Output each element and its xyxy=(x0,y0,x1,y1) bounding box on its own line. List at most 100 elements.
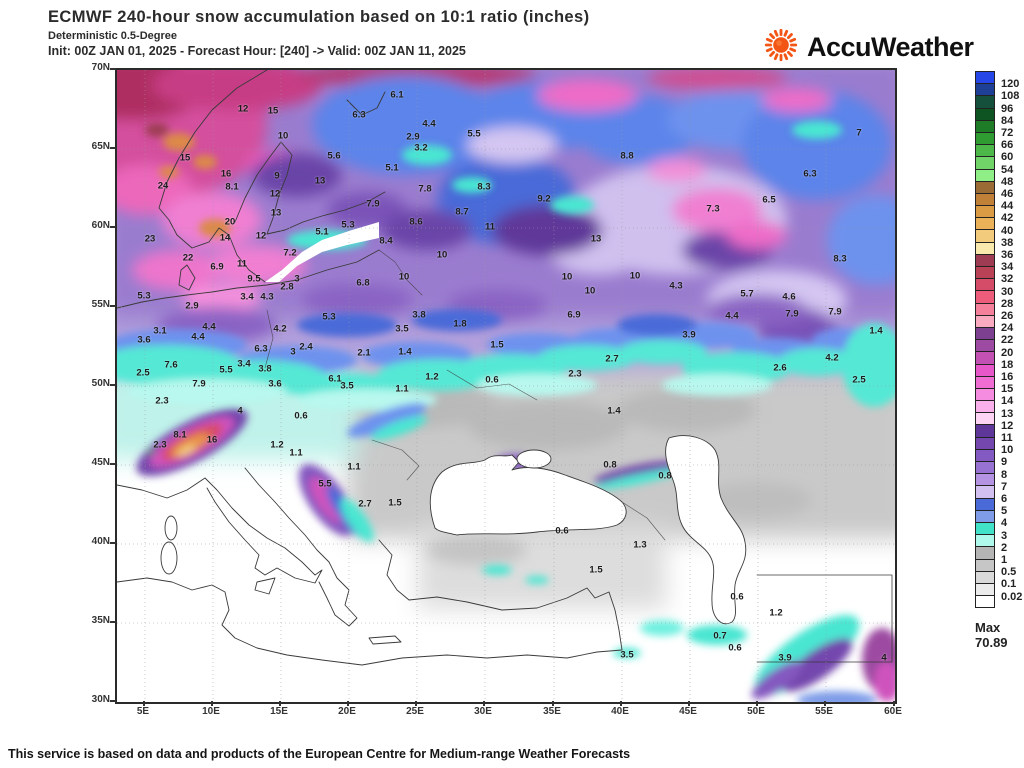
map-value-label: 1.8 xyxy=(453,318,467,330)
legend-cell-label: 38 xyxy=(1001,236,1014,249)
map-value-label: 7.9 xyxy=(366,198,380,210)
map-value-label: 2.8 xyxy=(280,281,294,293)
map-value-label: 4 xyxy=(881,652,887,664)
lat-tick-label: 45N xyxy=(91,457,110,468)
lat-tick-mark xyxy=(110,700,116,702)
legend-cell-label: 32 xyxy=(1001,273,1014,286)
lon-tick-label: 5E xyxy=(136,706,150,717)
legend-cell-label: 96 xyxy=(1001,102,1014,115)
map-value-label: 16 xyxy=(206,434,218,446)
map-value-label: 10 xyxy=(561,271,573,283)
map-value-label: 0.8 xyxy=(603,459,617,471)
map-value-label: 4.3 xyxy=(669,280,683,292)
map-value-label: 1.1 xyxy=(347,461,361,473)
map-value-label: 24 xyxy=(157,180,169,192)
lon-tick-label: 55E xyxy=(815,706,833,717)
lat-tick-label: 40N xyxy=(91,536,110,547)
map-value-label: 6.1 xyxy=(390,89,404,101)
legend-cell-label: 22 xyxy=(1001,334,1014,347)
map-value-label: 1.4 xyxy=(869,325,883,337)
accuweather-wordmark: AccuWeather xyxy=(807,32,974,62)
map-value-label: 2.6 xyxy=(773,362,787,374)
legend-cell-label: 20 xyxy=(1001,346,1014,359)
lat-tick-label: 35N xyxy=(91,615,110,626)
legend-max: Max 70.89 xyxy=(975,620,1008,651)
map-value-label: 8.6 xyxy=(409,216,423,228)
map-value-label: 3.9 xyxy=(682,329,696,341)
lon-tick-mark xyxy=(143,701,145,706)
lon-tick-mark xyxy=(688,701,690,706)
legend-cell-label: 108 xyxy=(1001,90,1020,103)
coastlines xyxy=(117,70,893,666)
legend-cell-label: 8 xyxy=(1001,468,1008,481)
legend-cell-label: 0.5 xyxy=(1001,566,1017,579)
legend-cell-label: 12 xyxy=(1001,419,1014,432)
map-value-label: 9.5 xyxy=(247,273,261,285)
map-value-label: 4.4 xyxy=(725,310,739,322)
lat-tick-label: 60N xyxy=(91,220,110,231)
map-value-label: 7.9 xyxy=(828,306,842,318)
map-value-label: 3.1 xyxy=(153,325,167,337)
map-value-label: 3.8 xyxy=(258,363,272,375)
sea-shapes xyxy=(117,222,747,672)
map-value-label: 5.5 xyxy=(318,478,332,490)
legend-cell-label: 16 xyxy=(1001,371,1014,383)
legend-cell-label: 2 xyxy=(1001,541,1008,554)
map-value-label: 10 xyxy=(436,249,448,261)
legend-cell-label: 7 xyxy=(1001,480,1008,493)
map-value-label: 3.5 xyxy=(620,649,634,661)
map-value-label: 1.4 xyxy=(398,346,412,358)
map-value-label: 1.5 xyxy=(490,339,504,351)
map-value-label: 1.5 xyxy=(388,497,402,509)
map-value-label: 3.8 xyxy=(412,309,426,321)
legend-cell-label: 40 xyxy=(1001,224,1014,237)
map-value-label: 5.3 xyxy=(341,219,355,231)
map-value-label: 3.4 xyxy=(237,358,251,370)
map-value-label: 3.4 xyxy=(240,291,254,303)
legend-cell-label: 0.1 xyxy=(1001,578,1017,591)
map-value-label: 4 xyxy=(237,405,243,417)
lon-tick-mark xyxy=(620,701,622,706)
lon-tick-mark xyxy=(211,701,213,706)
map-value-label: 3.2 xyxy=(414,142,428,154)
legend-cell-label: 15 xyxy=(1001,383,1014,396)
map-value-label: 2.7 xyxy=(358,498,372,510)
map-value-label: 12 xyxy=(269,188,281,200)
lon-tick-mark xyxy=(552,701,554,706)
graticule xyxy=(117,70,895,702)
map-value-label: 2.9 xyxy=(406,131,420,143)
map-value-label: 2.9 xyxy=(185,300,199,312)
legend-cell-label: 14 xyxy=(1001,395,1014,408)
lon-tick-label: 40E xyxy=(611,706,629,717)
map-value-label: 4.4 xyxy=(202,321,216,333)
map-value-label: 4.4 xyxy=(422,118,436,130)
map-value-label: 8.3 xyxy=(833,253,847,265)
lon-tick-label: 30E xyxy=(474,706,492,717)
map-value-label: 11 xyxy=(236,258,248,270)
map-value-label: 8.4 xyxy=(379,235,393,247)
lon-tick-mark xyxy=(483,701,485,706)
legend-cell-label: 13 xyxy=(1001,407,1014,420)
map-value-label: 13 xyxy=(590,233,602,245)
lon-tick-label: 25E xyxy=(406,706,424,717)
sun-icon xyxy=(762,26,800,69)
lon-tick-mark xyxy=(756,701,758,706)
snow-accumulation-map: 12 15 6.1 6.3 4.4 2.9 3.2 5.5 10 5.6 15 5.1 16 8.1 9 13… xyxy=(115,68,897,704)
map-value-label: 7.8 xyxy=(418,183,432,195)
legend-cell-label: 36 xyxy=(1001,249,1014,261)
map-value-label: 3.6 xyxy=(268,378,282,390)
map-value-label: 5.1 xyxy=(315,226,329,238)
legend-cell-label: 34 xyxy=(1001,261,1014,274)
legend-cell-label: 1 xyxy=(1001,554,1008,566)
legend-cell-label: 60 xyxy=(1001,151,1014,164)
legend-cell-label: 5 xyxy=(1001,505,1008,518)
map-value-label: 5.5 xyxy=(467,128,481,140)
map-value-label: 8.1 xyxy=(173,429,187,441)
legend-cell-label: 120 xyxy=(1001,78,1020,91)
lon-tick-label: 15E xyxy=(270,706,288,717)
map-value-label: 6.5 xyxy=(762,194,776,206)
map-value-label: 15 xyxy=(267,105,279,117)
map-value-label: 10 xyxy=(398,271,410,283)
map-value-label: 1.5 xyxy=(589,564,603,576)
lon-tick-mark xyxy=(824,701,826,706)
